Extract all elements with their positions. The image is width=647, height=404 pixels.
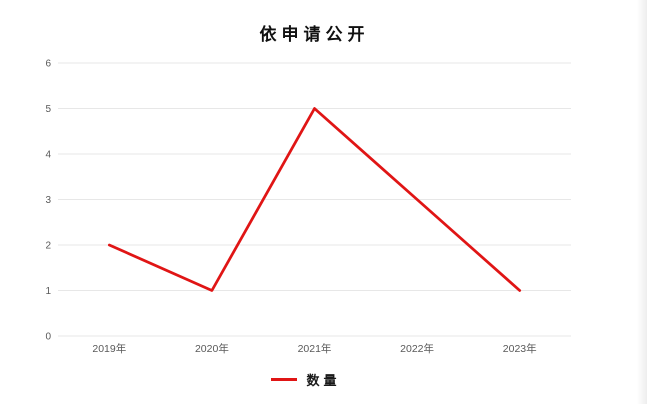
- legend-label: 数量: [306, 373, 341, 388]
- x-axis-tick-label: 2022年: [400, 342, 434, 355]
- series-line-数量: [107, 107, 522, 292]
- x-axis-tick-label: 2021年: [298, 342, 332, 355]
- y-axis-tick-label: 3: [45, 195, 51, 206]
- y-axis-tick-label: 0: [45, 332, 51, 343]
- y-axis-tick-label: 5: [45, 104, 51, 115]
- y-axis-tick-label: 6: [45, 59, 51, 70]
- y-axis-tick-label: 1: [45, 286, 51, 297]
- chart-title: 依申请公开: [259, 25, 370, 44]
- legend-line-swatch: [271, 378, 298, 381]
- x-axis-tick-label: 2019年: [92, 342, 126, 355]
- y-axis-tick-label: 4: [45, 150, 51, 161]
- y-axis-tick-label: 2: [45, 241, 51, 252]
- legend: 数量: [0, 370, 612, 389]
- x-axis-tick-label: 2023年: [503, 342, 537, 355]
- x-axis-tick-label: 2020年: [195, 342, 229, 355]
